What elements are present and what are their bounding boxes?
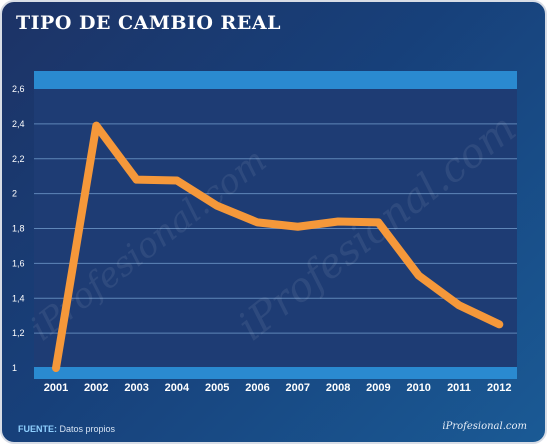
y-tick-label: 2,6 — [12, 84, 25, 94]
y-tick-label: 1,8 — [12, 224, 25, 234]
x-tick-label: 2012 — [487, 382, 511, 394]
x-tick-label: 2011 — [447, 382, 471, 394]
x-tick-label: 2002 — [84, 382, 108, 394]
source-text: Datos propios — [59, 424, 116, 434]
chart-title: TIPO DE CAMBIO REAL — [16, 12, 281, 34]
y-tick-label: 1,4 — [12, 293, 25, 303]
x-tick-label: 2008 — [326, 382, 350, 394]
x-tick-label: 2009 — [366, 382, 390, 394]
series-line — [52, 121, 504, 372]
y-tick-label: 2,2 — [12, 154, 25, 164]
y-tick-label: 1,2 — [12, 328, 25, 338]
x-tick-label: 2001 — [44, 382, 68, 394]
y-tick-label: 1 — [12, 363, 17, 373]
brand-logo-text: iProfesional.com — [442, 421, 527, 432]
x-tick-label: 2003 — [124, 382, 148, 394]
source-label: FUENTE: — [18, 424, 57, 434]
plot-area — [34, 71, 517, 369]
x-tick-label: 2004 — [165, 382, 190, 394]
x-tick-label: 2006 — [245, 382, 269, 394]
y-tick-label: 2,4 — [12, 119, 25, 129]
top-band — [34, 71, 517, 89]
source-note: FUENTE: Datos propios — [18, 424, 115, 434]
bottom-band — [34, 367, 517, 379]
y-tick-label: 1,6 — [12, 258, 25, 268]
x-tick-label: 2010 — [406, 382, 430, 394]
x-tick-label: 2005 — [205, 382, 229, 394]
x-tick-label: 2007 — [286, 382, 310, 394]
y-tick-label: 2 — [12, 189, 17, 199]
